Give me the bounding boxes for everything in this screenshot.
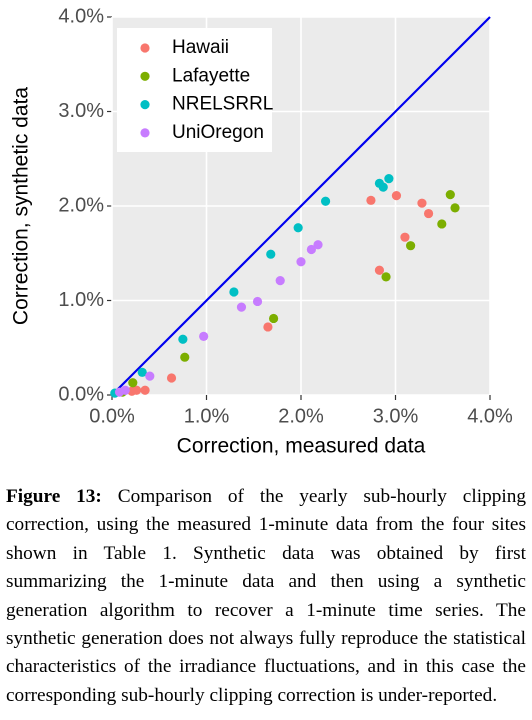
point xyxy=(320,196,331,206)
point xyxy=(268,313,279,324)
legend-key xyxy=(140,128,150,138)
point xyxy=(166,373,177,383)
x-tick-label: 2.0% xyxy=(278,405,324,427)
point xyxy=(236,302,247,312)
point xyxy=(131,385,142,395)
point xyxy=(128,378,138,388)
x-tick-label: 4.0% xyxy=(467,405,513,427)
point xyxy=(445,190,455,200)
chart: Correction, measured data Correction, sy… xyxy=(10,5,513,458)
point xyxy=(293,223,303,233)
legend-key xyxy=(140,100,150,110)
y-tick-label: 3.0% xyxy=(58,100,104,122)
point xyxy=(140,385,150,395)
point xyxy=(374,265,385,275)
y-tick-label: 4.0% xyxy=(58,5,104,27)
point xyxy=(120,385,130,395)
diagonal-line xyxy=(111,16,491,396)
point xyxy=(199,331,209,342)
point xyxy=(263,322,273,332)
point xyxy=(378,182,388,192)
caption: Figure 13: Comparison of the yearly sub-… xyxy=(6,483,526,710)
caption-label: Figure 13: xyxy=(6,486,102,507)
point xyxy=(417,198,427,208)
legend-label: Lafayette xyxy=(172,65,250,86)
point xyxy=(406,241,416,251)
point xyxy=(313,240,323,250)
legend-label: UniOregon xyxy=(172,122,264,143)
y-tick-label: 0.0% xyxy=(58,383,104,405)
y-tick-label: 1.0% xyxy=(58,289,104,311)
point xyxy=(391,191,402,201)
point xyxy=(450,203,460,213)
x-tick-label: 1.0% xyxy=(184,405,230,427)
point xyxy=(252,296,263,307)
y-axis-title: Correction, synthetic data xyxy=(10,87,33,325)
point xyxy=(180,352,190,362)
legend-label: Hawaii xyxy=(172,37,229,58)
point xyxy=(381,272,391,282)
legend-key xyxy=(140,71,150,81)
point xyxy=(275,276,285,286)
legend-key xyxy=(140,43,150,53)
point xyxy=(137,367,147,377)
caption-text: Comparison of the yearly sub-hourly clip… xyxy=(6,486,526,706)
point xyxy=(296,257,306,267)
point xyxy=(306,244,316,255)
legend-label: NRELSRRL xyxy=(172,94,273,115)
x-tick-label: 3.0% xyxy=(373,405,419,427)
y-tick-label: 2.0% xyxy=(58,194,104,216)
point xyxy=(366,195,376,205)
x-axis-title: Correction, measured data xyxy=(177,435,426,458)
point xyxy=(178,334,188,344)
point xyxy=(229,287,239,297)
point xyxy=(266,249,276,259)
point xyxy=(400,232,410,242)
point xyxy=(437,219,447,229)
point xyxy=(423,208,434,219)
point xyxy=(384,173,394,184)
point xyxy=(145,371,155,381)
x-tick-label: 0.0% xyxy=(89,405,135,427)
